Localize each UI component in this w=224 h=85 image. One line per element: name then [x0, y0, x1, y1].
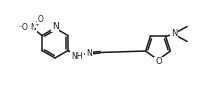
Text: N: N	[171, 29, 177, 39]
Text: N: N	[86, 49, 92, 57]
Text: N: N	[30, 23, 36, 32]
Text: NH: NH	[71, 52, 83, 61]
Text: N: N	[52, 22, 58, 31]
Text: +: +	[34, 23, 39, 28]
Text: O: O	[155, 57, 162, 66]
Text: ⁻O: ⁻O	[18, 23, 28, 32]
Text: O: O	[38, 15, 43, 23]
